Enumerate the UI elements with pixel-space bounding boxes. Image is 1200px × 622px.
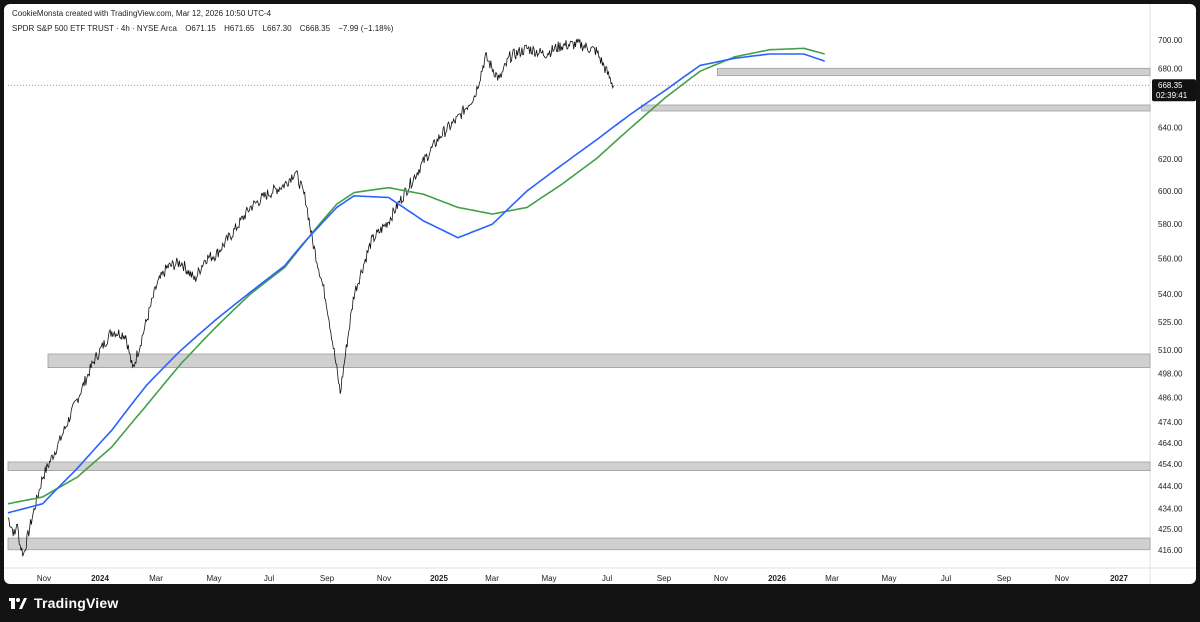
- symbol-name: SPDR S&P 500 ETF TRUST · 4h · NYSE Arca: [12, 24, 177, 33]
- x-tick-label: Jul: [941, 574, 951, 583]
- x-tick-label: 2024: [91, 574, 109, 583]
- x-tick-label: Mar: [149, 574, 163, 583]
- x-tick-label: May: [541, 574, 556, 583]
- moving-average-green: [7, 47, 825, 505]
- ohlc-open: O671.15: [185, 24, 216, 33]
- price-tag-value: 668.35: [1158, 81, 1183, 90]
- created-by-line: CookieMonsta created with TradingView.co…: [12, 9, 272, 18]
- x-tick-label: Mar: [485, 574, 499, 583]
- y-tick-label: 474.00: [1158, 418, 1183, 427]
- y-tick-label: 580.00: [1158, 220, 1183, 229]
- price-chart[interactable]: 700.00680.00660.00640.00620.00600.00580.…: [4, 4, 1196, 584]
- ohlc-low: L667.30: [262, 24, 292, 33]
- y-tick-label: 416.00: [1158, 546, 1183, 555]
- moving-average-blue: [7, 53, 825, 514]
- y-tick-label: 640.00: [1158, 124, 1183, 133]
- y-tick-label: 560.00: [1158, 255, 1183, 264]
- price-tag: [1152, 79, 1196, 102]
- y-tick-label: 600.00: [1158, 187, 1183, 196]
- x-tick-label: Nov: [37, 574, 51, 583]
- y-tick-label: 540.00: [1158, 290, 1183, 299]
- y-tick-label: 510.00: [1158, 346, 1183, 355]
- y-tick-label: 434.00: [1158, 504, 1183, 513]
- x-tick-label: Nov: [1055, 574, 1069, 583]
- support-zone: [640, 104, 1151, 112]
- x-tick-label: May: [206, 574, 221, 583]
- tradingview-brand: TradingView: [34, 595, 119, 611]
- y-tick-label: 680.00: [1158, 64, 1183, 73]
- y-tick-label: 444.00: [1158, 482, 1183, 491]
- y-tick-label: 425.00: [1158, 525, 1183, 534]
- x-tick-label: 2026: [768, 574, 786, 583]
- x-tick-label: 2027: [1110, 574, 1128, 583]
- tradingview-footer: TradingView: [8, 592, 118, 614]
- price-tag-countdown: 02:39:41: [1156, 91, 1188, 100]
- y-tick-label: 700.00: [1158, 36, 1183, 45]
- tradingview-logo-icon: [9, 598, 27, 609]
- y-tick-label: 498.00: [1158, 369, 1183, 378]
- y-tick-label: 454.00: [1158, 460, 1183, 469]
- ohlc-high: H671.65: [224, 24, 255, 33]
- chart-panel[interactable]: 700.00680.00660.00640.00620.00600.00580.…: [4, 4, 1196, 584]
- y-tick-label: 620.00: [1158, 155, 1183, 164]
- ohlc-close: C668.35: [299, 24, 331, 33]
- symbol-info: SPDR S&P 500 ETF TRUST · 4h · NYSE Arca …: [12, 24, 399, 33]
- price-series: [7, 38, 614, 557]
- x-tick-label: Nov: [714, 574, 728, 583]
- y-tick-label: 486.00: [1158, 393, 1183, 402]
- support-zone: [47, 353, 1151, 369]
- support-zone: [717, 67, 1151, 76]
- support-zone: [7, 461, 1151, 472]
- y-tick-label: 464.00: [1158, 439, 1183, 448]
- x-tick-label: Jul: [264, 574, 274, 583]
- x-tick-label: May: [881, 574, 896, 583]
- price-change: −7.99 (−1.18%): [338, 24, 394, 33]
- x-tick-label: 2025: [430, 574, 448, 583]
- x-tick-label: Nov: [377, 574, 391, 583]
- x-tick-label: Sep: [657, 574, 672, 583]
- y-tick-label: 525.00: [1158, 318, 1183, 327]
- x-tick-label: Mar: [825, 574, 839, 583]
- x-tick-label: Sep: [997, 574, 1012, 583]
- x-tick-label: Sep: [320, 574, 335, 583]
- support-zone: [7, 537, 1151, 551]
- x-tick-label: Jul: [602, 574, 612, 583]
